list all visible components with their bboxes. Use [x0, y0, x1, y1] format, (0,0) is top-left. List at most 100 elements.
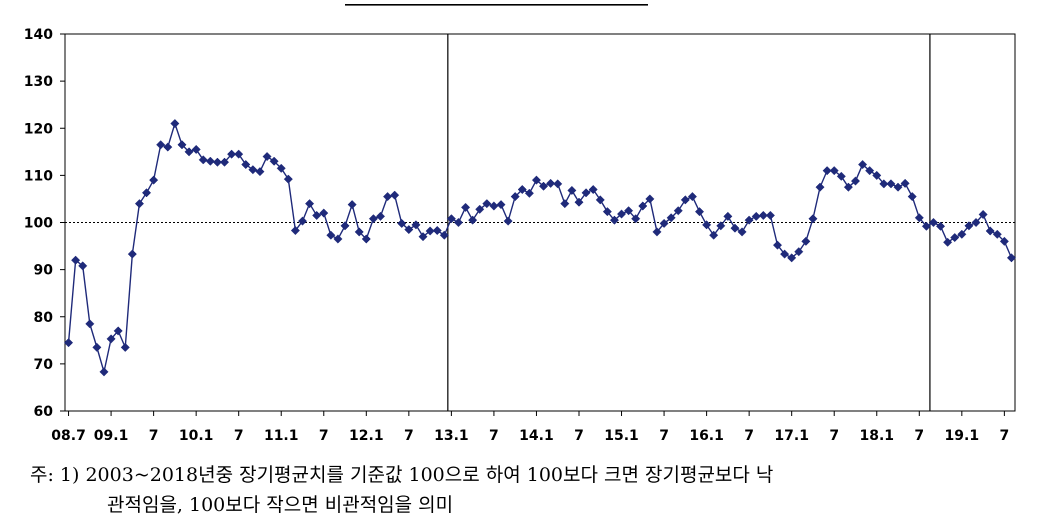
data-point: [964, 221, 974, 231]
data-point: [347, 200, 357, 210]
data-point: [744, 215, 754, 225]
x-tick-label: 7: [829, 428, 839, 444]
plot-frame: [64, 33, 1016, 412]
data-point: [120, 342, 130, 352]
data-point: [432, 225, 442, 236]
data-point: [262, 151, 272, 162]
x-tick-label: 18.1: [859, 428, 894, 444]
data-point: [879, 179, 889, 189]
data-point: [63, 338, 74, 348]
data-point: [156, 140, 166, 150]
data-point: [815, 182, 825, 192]
x-tick-label: 7: [149, 428, 159, 444]
data-point: [553, 179, 563, 189]
x-tick-label: 19.1: [945, 428, 980, 444]
data-point: [524, 188, 534, 198]
data-point: [928, 217, 939, 228]
data-point: [453, 217, 464, 228]
x-tick-label: 08.7: [51, 428, 86, 444]
data-point: [850, 176, 861, 186]
x-tick-label: 10.1: [179, 428, 214, 444]
data-point: [531, 175, 542, 185]
data-point: [921, 221, 931, 231]
data-point: [602, 207, 612, 217]
data-point: [914, 213, 924, 223]
data-point: [687, 192, 697, 202]
data-point: [404, 225, 414, 235]
data-point: [865, 166, 875, 176]
x-tick-label: 13.1: [434, 428, 469, 444]
x-tick-label: 16.1: [689, 428, 724, 444]
data-point: [333, 234, 343, 244]
data-point: [219, 157, 230, 167]
data-point: [305, 199, 315, 209]
data-point: [588, 184, 598, 195]
data-point: [730, 223, 740, 233]
data-point: [751, 211, 761, 221]
data-point: [425, 226, 435, 236]
data-point: [666, 213, 676, 223]
data-point: [446, 214, 456, 224]
x-tick-label: 7: [744, 428, 754, 444]
x-tick-label: 14.1: [519, 428, 554, 444]
y-tick-label: 90: [34, 263, 54, 279]
x-tick-label: 7: [489, 428, 499, 444]
data-point: [808, 214, 818, 224]
data-point: [134, 199, 144, 209]
data-point: [978, 209, 988, 220]
data-point: [999, 236, 1009, 246]
data-point: [241, 159, 251, 170]
data-point: [113, 326, 123, 336]
data-point: [99, 367, 109, 377]
data-point: [198, 155, 208, 165]
data-point: [390, 190, 400, 200]
data-point: [638, 201, 648, 211]
data-point: [950, 233, 960, 243]
data-point: [475, 204, 485, 214]
data-point: [673, 206, 683, 216]
data-point: [780, 249, 790, 259]
data-point: [645, 194, 655, 204]
data-point: [78, 261, 88, 271]
x-tick-label: 09.1: [94, 428, 129, 444]
data-point: [936, 221, 946, 231]
data-point: [546, 178, 556, 188]
data-point: [276, 163, 286, 173]
data-point: [319, 208, 329, 218]
data-point: [985, 226, 995, 236]
data-point: [787, 253, 797, 263]
data-point: [127, 249, 137, 259]
data-point: [234, 149, 244, 159]
data-point: [205, 156, 215, 166]
y-tick-label: 120: [24, 121, 53, 137]
x-tick-label: 7: [404, 428, 414, 444]
data-point: [368, 214, 378, 224]
data-point: [886, 179, 896, 189]
data-point: [652, 227, 662, 237]
data-point: [900, 178, 910, 188]
data-point: [312, 210, 322, 220]
footnote-line-2: 관적임을, 100보다 작으면 비관적임을 의미: [107, 494, 454, 516]
data-point: [659, 218, 669, 228]
data-point: [439, 230, 449, 240]
data-point: [496, 200, 506, 210]
data-point: [680, 195, 690, 205]
data-point: [184, 147, 194, 157]
data-point: [574, 197, 584, 207]
y-tick-label: 100: [24, 216, 53, 232]
data-point: [581, 188, 591, 198]
data-point: [1006, 253, 1017, 263]
data-point: [482, 199, 492, 209]
data-point: [503, 216, 513, 226]
data-point: [177, 140, 187, 150]
data-point: [149, 175, 159, 185]
data-point: [85, 319, 95, 329]
x-tick-label: 11.1: [264, 428, 299, 444]
data-point: [212, 157, 222, 167]
x-tick-label: 7: [999, 428, 1009, 444]
data-point: [843, 182, 853, 192]
data-point: [170, 118, 180, 129]
data-point: [616, 209, 627, 219]
data-point: [765, 210, 775, 220]
data-point: [957, 229, 967, 239]
